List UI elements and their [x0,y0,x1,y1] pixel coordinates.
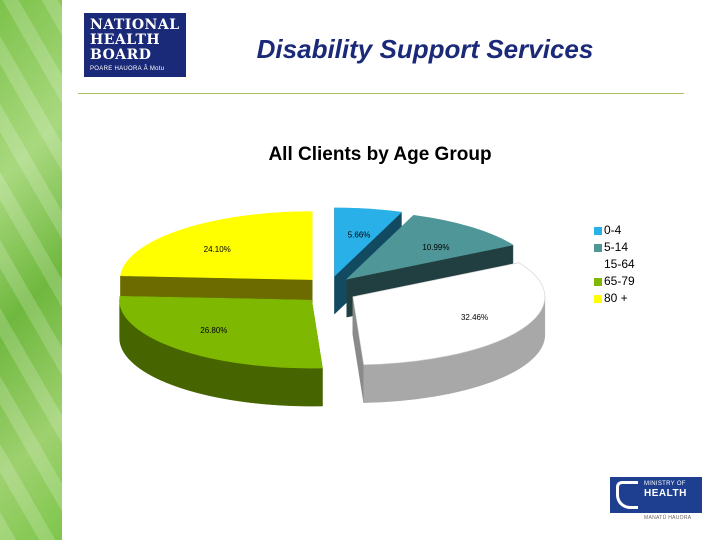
logo-line-3: BOARD [90,47,152,63]
slice-value-label: 5.66% [348,230,371,239]
slice-value-label: 24.10% [204,245,231,254]
legend-label: 65-79 [604,274,635,288]
legend-label: 0-4 [604,223,622,237]
legend-label: 5-14 [604,240,629,254]
header-divider [78,93,684,94]
legend-label: 15-64 [604,257,635,271]
logo-line-1: NATIONAL [90,17,180,33]
page-title: Disability Support Services [256,34,594,64]
chart-title: All Clients by Age Group [268,144,492,165]
slice-value-label: 10.99% [422,243,449,252]
logo-tagline: POARE HAUORA Â Motu [90,66,165,72]
ministry-of-health-logo: MINISTRY OF HEALTH [610,477,702,513]
legend-swatch [594,227,602,235]
legend-swatch [594,261,602,269]
pie-slice-15-64 [352,262,546,403]
ministry-mark-icon [616,481,638,509]
moh-line-2: HEALTH [644,488,687,499]
legend-swatch [594,244,602,252]
pie-slice-65-79 [119,295,323,407]
legend-swatch [594,278,602,286]
legend-label: 80 + [604,291,628,305]
moh-line-1: MINISTRY OF [644,481,686,487]
legend-swatch [594,295,602,303]
logo-line-2: HEALTH [90,32,161,48]
national-health-board-logo: NATIONAL HEALTH BOARD POARE HAUORA Â Mot… [84,13,186,77]
slice-value-label: 32.46% [461,313,488,322]
slice-value-label: 26.80% [200,326,227,335]
moh-tagline: MANATŪ HAUORA [644,515,692,521]
decorative-stripe [0,0,62,540]
